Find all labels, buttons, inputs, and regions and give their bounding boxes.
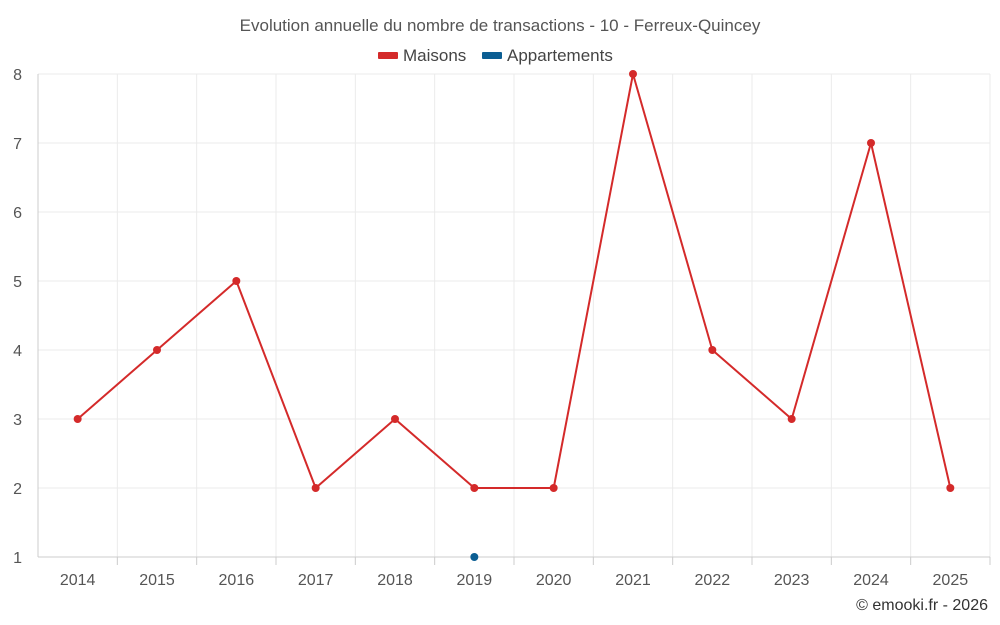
legend-item-appartements[interactable]: Appartements [482,46,613,65]
y-tick-label: 8 [13,67,22,84]
x-tick-label: 2019 [457,572,493,589]
legend-label-appartements: Appartements [507,46,613,65]
legend-item-maisons[interactable]: Maisons [378,46,466,65]
legend-label-maisons: Maisons [403,46,466,65]
y-tick-label: 4 [13,343,22,360]
data-point[interactable] [391,415,399,423]
y-tick-label: 7 [13,136,22,153]
x-tick-label: 2022 [695,572,731,589]
x-tick-label: 2016 [219,572,255,589]
data-point[interactable] [787,415,796,423]
x-tick-label: 2014 [60,572,96,589]
data-point[interactable] [867,139,875,147]
data-point[interactable] [708,346,717,354]
credit-text: © emooki.fr - 2026 [856,597,988,614]
x-tick-label: 2024 [853,572,889,589]
x-axis-ticks: 2014 2015 2016 2017 2018 2019 2020 2021 2022 2023… [60,557,991,589]
chart-title: Evolution annuelle du nombre de transact… [240,16,761,35]
legend[interactable]: Maisons Appartements [378,46,613,65]
y-tick-label: 6 [13,205,22,222]
x-tick-label: 2021 [615,572,651,589]
data-point[interactable] [946,484,955,492]
y-axis-ticks: 1 2 3 4 5 6 7 8 [13,67,22,567]
data-point[interactable] [311,484,320,492]
data-point[interactable] [470,484,479,492]
legend-swatch-appartements [482,52,502,59]
series-line [77,73,952,489]
x-tick-label: 2023 [774,572,810,589]
series [73,70,955,561]
data-point[interactable] [73,415,82,423]
data-point[interactable] [232,277,241,285]
x-tick-label: 2025 [933,572,969,589]
data-point[interactable] [629,70,637,78]
y-tick-label: 1 [13,550,22,567]
y-tick-label: 3 [13,412,22,429]
series-maisons [73,70,955,492]
x-tick-label: 2018 [377,572,413,589]
x-tick-label: 2015 [139,572,175,589]
series-appartements [470,553,479,561]
y-tick-label: 2 [13,481,22,498]
x-tick-label: 2017 [298,572,334,589]
gridlines [37,73,991,557]
data-point[interactable] [153,346,161,354]
data-point[interactable] [549,484,558,492]
x-tick-label: 2020 [536,572,572,589]
data-point[interactable] [470,553,479,561]
y-tick-label: 5 [13,274,22,291]
legend-swatch-maisons [378,52,398,59]
